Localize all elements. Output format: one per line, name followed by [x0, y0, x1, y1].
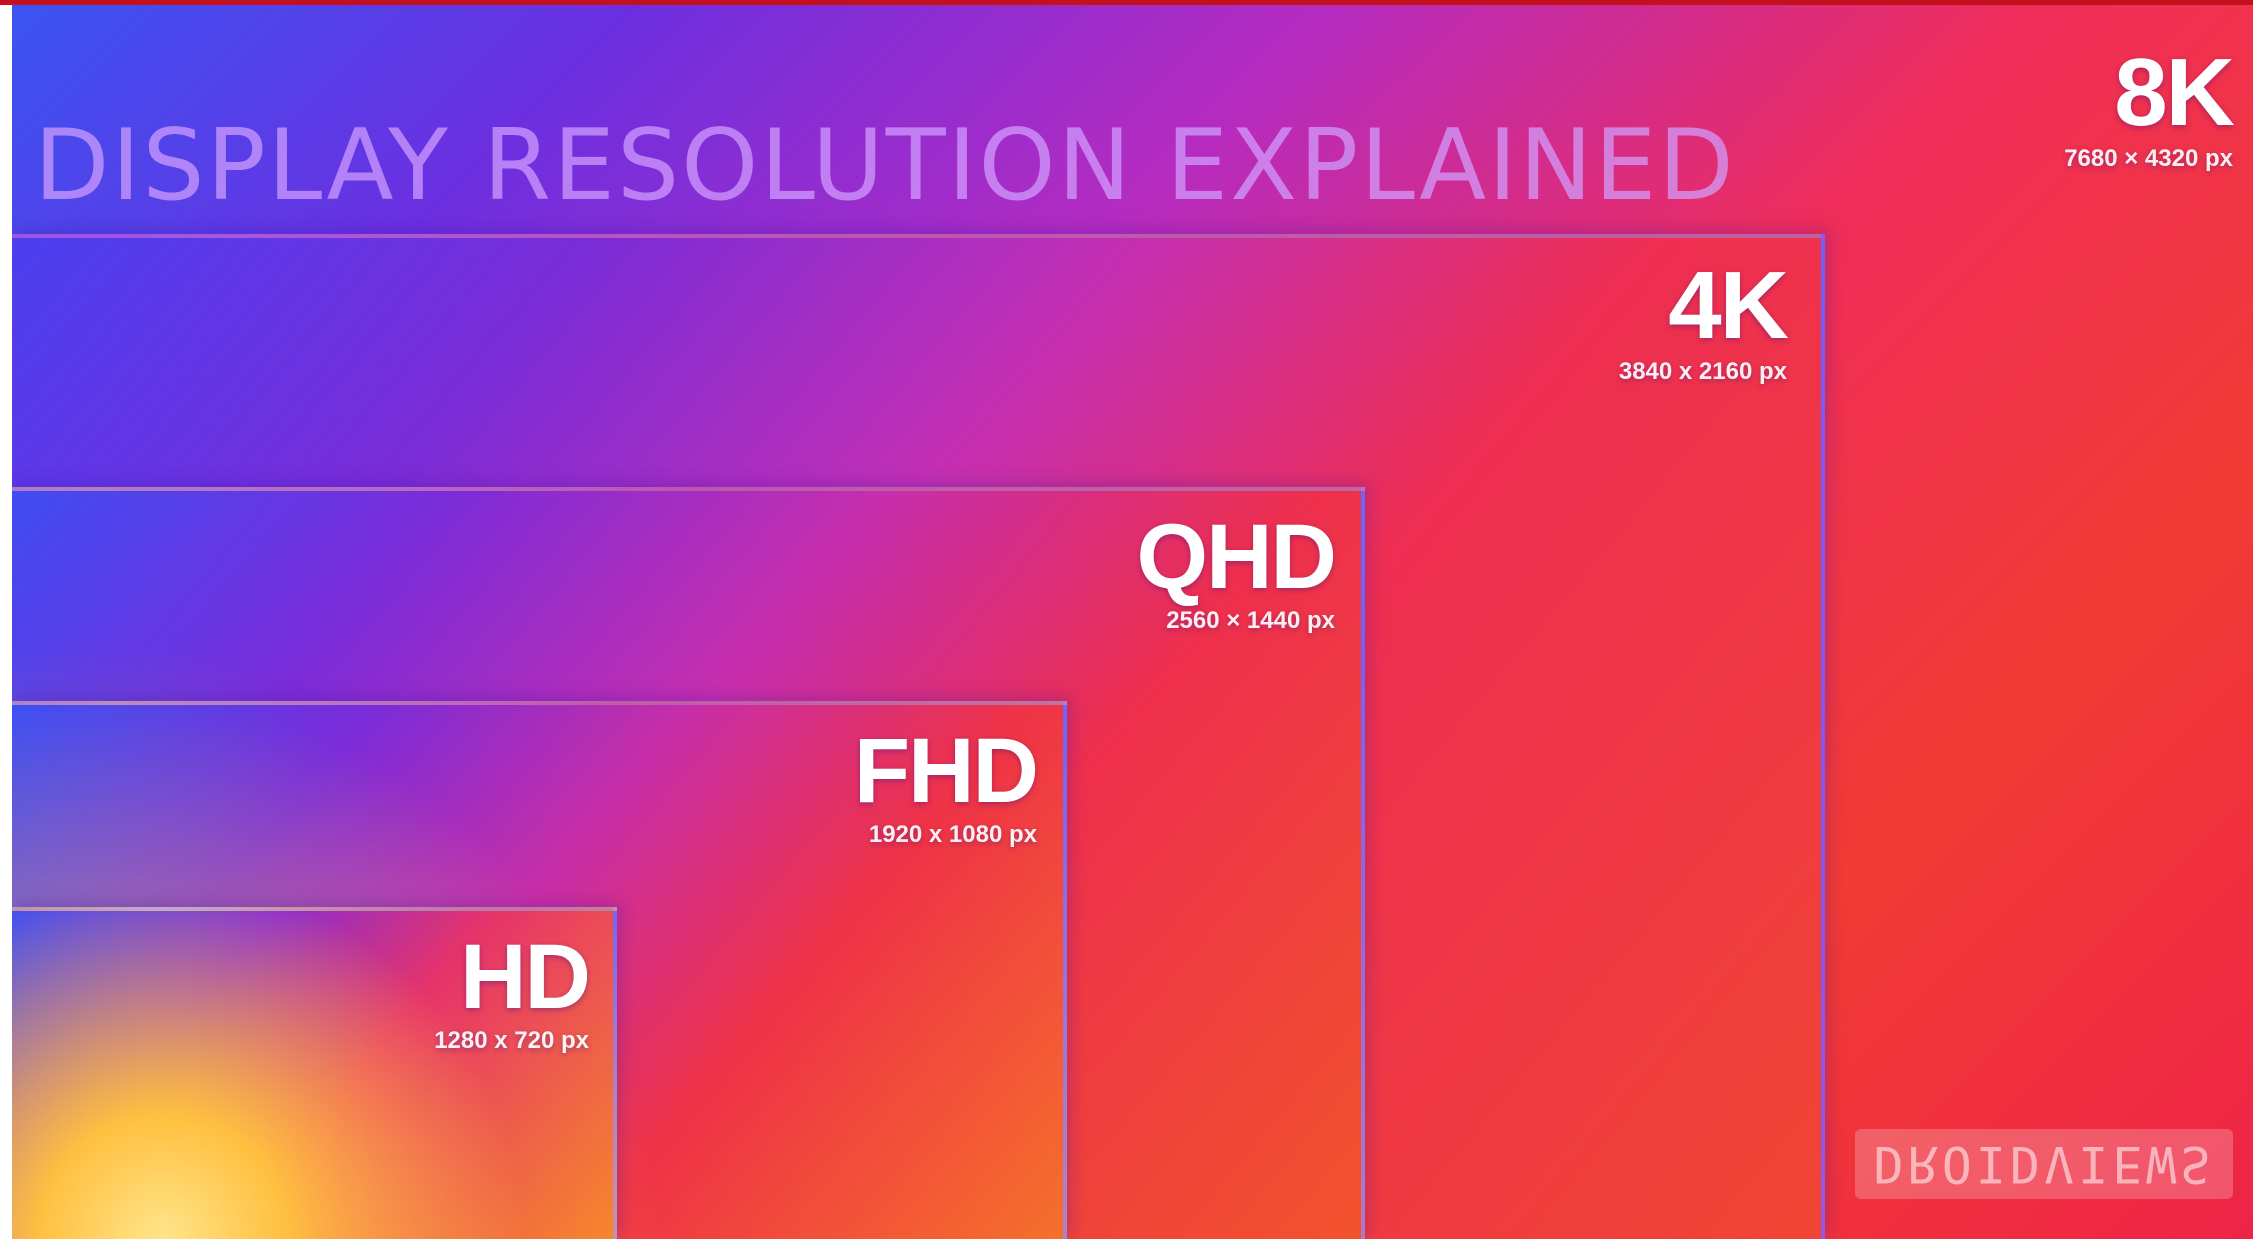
label-fhd: FHD 1920 x 1080 px — [853, 720, 1039, 849]
name-8k: 8K — [2114, 39, 2235, 146]
name-qhd: QHD — [1136, 506, 1337, 608]
region-hd: HD 1280 x 720 px — [12, 907, 617, 1239]
diagram-title: DISPLAY RESOLUTION EXPLAINED — [34, 109, 1736, 223]
pixels-fhd: 1920 x 1080 px — [868, 821, 1037, 848]
pixels-4k: 3840 x 2160 px — [1618, 358, 1787, 385]
name-hd: HD — [460, 926, 591, 1028]
region-qhd: QHD 2560 × 1440 px FHD 1920 x 1080 px HD… — [12, 487, 1365, 1239]
name-fhd: FHD — [853, 720, 1039, 822]
resolution-canvas-8k: 8K 7680 × 4320 px DISPLAY RESOLUTION EXP… — [12, 5, 2253, 1239]
top-border — [0, 0, 2253, 5]
pixels-8k: 7680 × 4320 px — [2064, 145, 2233, 172]
region-fhd: FHD 1920 x 1080 px HD 1280 x 720 px — [12, 701, 1067, 1239]
name-4k: 4K — [1668, 252, 1789, 359]
label-hd: HD 1280 x 720 px — [434, 926, 591, 1055]
pixels-qhd: 2560 × 1440 px — [1166, 607, 1335, 634]
pixels-hd: 1280 x 720 px — [434, 1027, 589, 1054]
region-4k: 4K 3840 x 2160 px QHD 2560 × 1440 px FHD… — [12, 234, 1825, 1239]
label-qhd: QHD 2560 × 1440 px — [1136, 506, 1337, 635]
label-4k: 4K 3840 x 2160 px — [1618, 252, 1789, 386]
watermark-logo: DROIDVIEWS — [1855, 1129, 2233, 1199]
label-8k: 8K 7680 × 4320 px — [2064, 39, 2235, 173]
